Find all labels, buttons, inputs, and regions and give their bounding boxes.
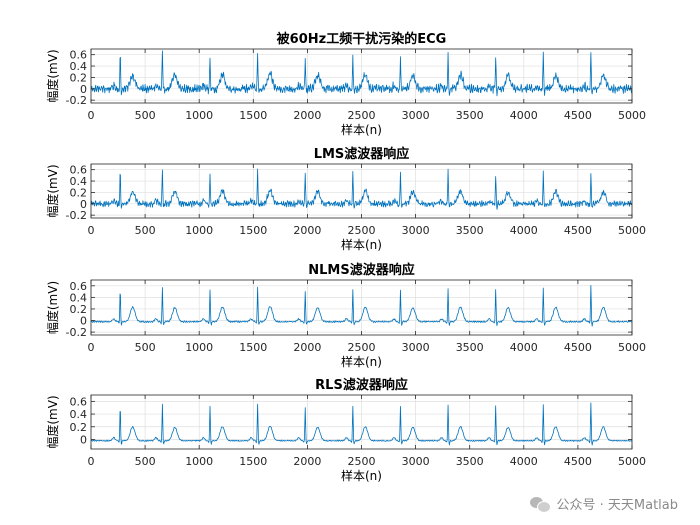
x-tick-label: 2500 (348, 455, 376, 468)
x-tick-label: 5000 (618, 455, 646, 468)
y-tick-label: 0.4 (70, 291, 88, 304)
x-tick-label: 1500 (239, 109, 267, 122)
y-tick-label: 0.4 (70, 408, 88, 421)
x-tick-label: 5000 (618, 224, 646, 237)
x-tick-label: 5000 (618, 109, 646, 122)
y-tick-label: 0.6 (70, 164, 88, 177)
x-tick-label: 1000 (185, 455, 213, 468)
x-tick-label: 0 (88, 455, 95, 468)
y-axis-label: 幅度(mV) (45, 395, 60, 448)
y-tick-label: 0.4 (70, 60, 88, 73)
y-tick-label: 0 (80, 433, 87, 446)
x-tick-label: 2500 (348, 109, 376, 122)
chart-panel-3: 0 500 1000 1500 2000 2500 3000 3500 4000 4500 5000… (45, 262, 646, 369)
x-tick-label: 1500 (239, 224, 267, 237)
chart-panel-4: 0 500 1000 1500 2000 2500 3000 3500 4000 4500 5000… (45, 377, 646, 483)
y-axis-label: 幅度(mV) (45, 49, 60, 102)
x-tick-label: 3000 (402, 455, 430, 468)
x-tick-label: 3000 (402, 109, 430, 122)
ecg-series-line (90, 168, 633, 210)
chart-title: 被60Hz工频干扰污染的ECG (276, 31, 447, 47)
x-tick-label: 4500 (564, 455, 592, 468)
x-axis-label: 样本(n) (341, 468, 382, 483)
y-tick-label: 0.6 (70, 49, 88, 62)
x-tick-label: 3500 (456, 455, 484, 468)
x-tick-label: 3000 (402, 341, 430, 354)
y-tick-label: -0.2 (66, 326, 87, 339)
x-tick-label: 1000 (185, 341, 213, 354)
x-tick-label: 500 (135, 455, 156, 468)
x-tick-label: 1500 (239, 455, 267, 468)
x-tick-label: 4000 (510, 455, 538, 468)
y-tick-label: 0.4 (70, 175, 88, 188)
y-axis-label: 幅度(mV) (45, 281, 60, 334)
x-tick-label: 3500 (456, 109, 484, 122)
x-tick-label: 2000 (293, 341, 321, 354)
x-tick-label: 4000 (510, 341, 538, 354)
chart-title: LMS滤波器响应 (314, 146, 410, 162)
x-tick-label: 500 (135, 109, 156, 122)
y-tick-label: -0.2 (66, 94, 87, 107)
y-axis-label: 幅度(mV) (45, 164, 60, 217)
ecg-series-line (90, 402, 633, 446)
ecg-series-line (90, 50, 633, 97)
x-tick-label: 500 (135, 224, 156, 237)
y-tick-label: 0.2 (70, 303, 88, 316)
x-axis-label: 样本(n) (341, 122, 382, 137)
y-tick-label: 0 (80, 83, 87, 96)
x-axis-label: 样本(n) (341, 354, 382, 369)
wechat-icon (530, 496, 552, 513)
chart-panel-2: 0 500 1000 1500 2000 2500 3000 3500 4000 4500 5000… (45, 146, 646, 252)
x-tick-label: 1500 (239, 341, 267, 354)
x-tick-label: 2500 (348, 224, 376, 237)
x-tick-label: 4500 (564, 341, 592, 354)
x-tick-label: 1000 (185, 224, 213, 237)
x-tick-label: 2000 (293, 109, 321, 122)
watermark: 公众号 · 天天Matlab (530, 494, 678, 513)
y-tick-label: 0.6 (70, 395, 88, 408)
x-tick-label: 3500 (456, 341, 484, 354)
chart-title: RLS滤波器响应 (315, 377, 408, 393)
y-tick-label: 0.2 (70, 186, 88, 199)
x-tick-label: 0 (88, 341, 95, 354)
y-tick-label: 0 (80, 315, 87, 328)
y-tick-label: -0.2 (66, 209, 87, 222)
x-axis-label: 样本(n) (341, 237, 382, 252)
x-tick-label: 2000 (293, 224, 321, 237)
chart-panel-1: 0 500 1000 1500 2000 2500 3000 3500 4000 4500 5000… (45, 31, 646, 137)
x-tick-label: 1000 (185, 109, 213, 122)
x-tick-label: 3500 (456, 224, 484, 237)
chart-title: NLMS滤波器响应 (308, 262, 414, 278)
watermark-text: 公众号 · 天天Matlab (556, 498, 678, 513)
y-tick-label: 0.2 (70, 421, 88, 434)
y-tick-label: 0 (80, 198, 87, 211)
x-tick-label: 2000 (293, 455, 321, 468)
ecg-series-line (90, 284, 633, 327)
x-tick-label: 0 (88, 109, 95, 122)
x-tick-label: 500 (135, 341, 156, 354)
y-tick-label: 0.6 (70, 280, 88, 293)
x-tick-label: 4000 (510, 224, 538, 237)
y-tick-label: 0.2 (70, 71, 88, 84)
x-tick-label: 3000 (402, 224, 430, 237)
x-tick-label: 0 (88, 224, 95, 237)
x-tick-label: 4500 (564, 109, 592, 122)
x-tick-label: 4000 (510, 109, 538, 122)
x-tick-label: 4500 (564, 224, 592, 237)
x-tick-label: 2500 (348, 341, 376, 354)
x-tick-label: 5000 (618, 341, 646, 354)
